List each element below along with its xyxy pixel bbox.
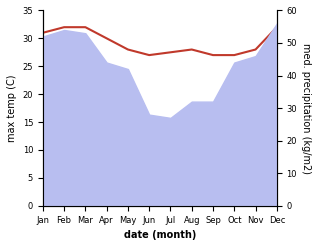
Y-axis label: med. precipitation (kg/m2): med. precipitation (kg/m2) bbox=[301, 43, 311, 174]
X-axis label: date (month): date (month) bbox=[124, 230, 196, 240]
Y-axis label: max temp (C): max temp (C) bbox=[7, 74, 17, 142]
